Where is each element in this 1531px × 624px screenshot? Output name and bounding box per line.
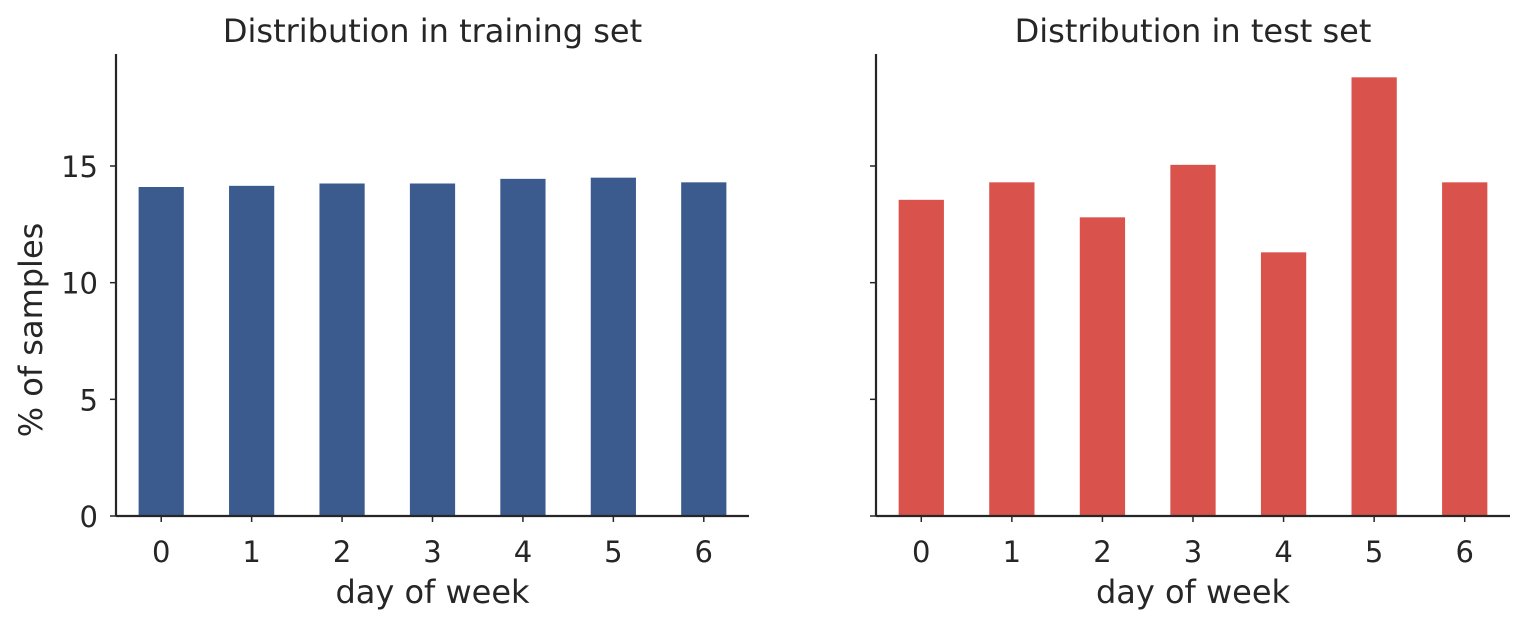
x-tick-label: 4	[1274, 535, 1292, 569]
x-tick-label: 5	[1365, 535, 1383, 569]
test-set-chart: Distribution in test set day of week 0 1 2…	[870, 12, 1510, 611]
bar-5	[590, 177, 636, 516]
x-tick-label: 0	[912, 535, 930, 569]
x-tick-label: 2	[1093, 535, 1111, 569]
y-tick-label: 10	[61, 267, 98, 301]
x-axis-label: day of week	[1096, 573, 1291, 611]
x-tick-label: 6	[695, 535, 713, 569]
bar-4	[1260, 252, 1307, 517]
bar-2	[319, 183, 365, 516]
y-tick-label: 5	[80, 383, 98, 417]
bar-0	[138, 187, 184, 516]
x-tick-label: 1	[242, 535, 260, 569]
bars	[138, 177, 727, 517]
bars	[898, 77, 1488, 517]
bar-0	[898, 199, 944, 517]
ticks: 0 1 2 3 4 5 6 0 5 10 15	[61, 150, 713, 569]
y-tick-label: 0	[80, 500, 98, 534]
x-tick-label: 3	[1184, 535, 1202, 569]
chart-title: Distribution in training set	[223, 12, 642, 50]
y-tick-label: 15	[61, 150, 98, 184]
bar-6	[1442, 182, 1488, 517]
x-tick-label: 0	[152, 535, 170, 569]
bar-3	[409, 183, 456, 516]
x-tick-label: 6	[1455, 535, 1473, 569]
x-axis-label: day of week	[335, 573, 530, 611]
x-tick-label: 2	[333, 535, 351, 569]
bar-1	[989, 182, 1035, 517]
chart-title: Distribution in test set	[1015, 12, 1372, 50]
training-set-chart: Distribution in training set day of week…	[12, 12, 749, 611]
x-tick-label: 3	[423, 535, 441, 569]
bar-4	[500, 178, 546, 517]
bar-2	[1079, 217, 1126, 517]
y-axis-label: % of samples	[12, 223, 50, 438]
bar-3	[1170, 164, 1216, 517]
bar-1	[229, 185, 275, 517]
ticks: 0 1 2 3 4 5 6	[870, 165, 1474, 569]
bar-5	[1351, 77, 1397, 516]
bar-6	[681, 182, 727, 517]
x-tick-label: 1	[1003, 535, 1021, 569]
x-tick-label: 5	[604, 535, 622, 569]
x-tick-label: 4	[514, 535, 532, 569]
